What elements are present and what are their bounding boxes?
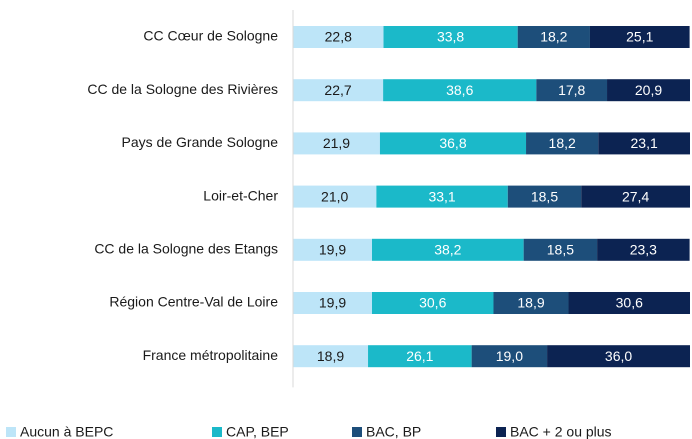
category-label: CC de la Sologne des Etangs bbox=[94, 241, 278, 257]
bar-segment bbox=[523, 238, 598, 261]
bar-segment bbox=[471, 345, 548, 368]
legend-label: BAC, BP bbox=[366, 424, 421, 439]
category-label: Loir-et-Cher bbox=[203, 187, 278, 203]
value-label: 26,1 bbox=[406, 348, 433, 364]
bar-segment bbox=[372, 292, 494, 314]
value-label: 30,6 bbox=[616, 295, 643, 311]
value-label: 20,9 bbox=[635, 82, 662, 98]
category-label: France métropolitaine bbox=[143, 347, 279, 363]
bar-segment bbox=[526, 132, 599, 155]
value-label: 36,8 bbox=[439, 135, 466, 151]
legend-swatch bbox=[496, 427, 506, 437]
value-label: 25,1 bbox=[626, 29, 653, 45]
value-label: 18,9 bbox=[517, 295, 544, 311]
bar-segment bbox=[493, 292, 569, 314]
value-label: 33,8 bbox=[437, 29, 464, 45]
bar-segment bbox=[597, 238, 690, 261]
category-label: Pays de Grande Sologne bbox=[122, 134, 279, 150]
value-label: 18,5 bbox=[531, 188, 558, 204]
value-label: 36,0 bbox=[605, 348, 632, 364]
bar-segment bbox=[383, 79, 537, 102]
bar-segment bbox=[547, 345, 690, 368]
legend-swatch bbox=[352, 427, 362, 437]
bar-segment bbox=[293, 79, 384, 102]
value-label: 38,2 bbox=[434, 242, 461, 258]
bar-segment bbox=[293, 26, 384, 48]
category-label: CC Cœur de Sologne bbox=[143, 28, 278, 44]
value-label: 21,9 bbox=[323, 135, 350, 151]
bar-segment bbox=[581, 185, 690, 208]
value-label: 19,9 bbox=[319, 295, 346, 311]
value-label: 23,3 bbox=[630, 242, 657, 258]
legend-swatch bbox=[212, 427, 222, 437]
value-label: 30,6 bbox=[419, 295, 446, 311]
value-label: 18,2 bbox=[549, 135, 576, 151]
bar-segment bbox=[293, 238, 373, 261]
bar-segment bbox=[607, 79, 690, 102]
bar-segment bbox=[376, 185, 508, 208]
bar-segment bbox=[383, 26, 518, 48]
bar-segment bbox=[568, 292, 690, 314]
bar-segment bbox=[293, 345, 369, 368]
value-label: 19,9 bbox=[319, 242, 346, 258]
bar-segment bbox=[293, 185, 377, 208]
value-label: 27,4 bbox=[622, 188, 649, 204]
legend-label: BAC + 2 ou plus bbox=[510, 424, 612, 439]
value-label: 18,5 bbox=[547, 242, 574, 258]
bar-segment bbox=[293, 132, 380, 155]
bar-segment bbox=[598, 132, 690, 155]
value-label: 17,8 bbox=[558, 82, 585, 98]
value-label: 38,6 bbox=[446, 82, 473, 98]
category-label: Région Centre-Val de Loire bbox=[109, 294, 278, 310]
value-label: 33,1 bbox=[428, 188, 455, 204]
legend-label: CAP, BEP bbox=[226, 424, 289, 439]
bar-segment bbox=[517, 26, 590, 48]
category-label: CC de la Sologne des Rivières bbox=[87, 81, 278, 97]
value-label: 19,0 bbox=[496, 348, 523, 364]
value-label: 18,9 bbox=[317, 348, 344, 364]
bar-segment bbox=[507, 185, 582, 208]
value-label: 22,8 bbox=[325, 29, 352, 45]
legend-label: Aucun à BEPC bbox=[20, 424, 113, 439]
bar-segment bbox=[293, 292, 373, 314]
bar-segment bbox=[589, 26, 690, 48]
legend-swatch bbox=[6, 427, 16, 437]
bar-segment bbox=[372, 238, 524, 261]
value-label: 22,7 bbox=[324, 82, 351, 98]
bar-segment bbox=[368, 345, 472, 368]
value-label: 21,0 bbox=[321, 188, 348, 204]
bar-segment bbox=[379, 132, 527, 155]
bar-segment bbox=[536, 79, 608, 102]
value-label: 18,2 bbox=[540, 29, 567, 45]
value-label: 23,1 bbox=[631, 135, 658, 151]
